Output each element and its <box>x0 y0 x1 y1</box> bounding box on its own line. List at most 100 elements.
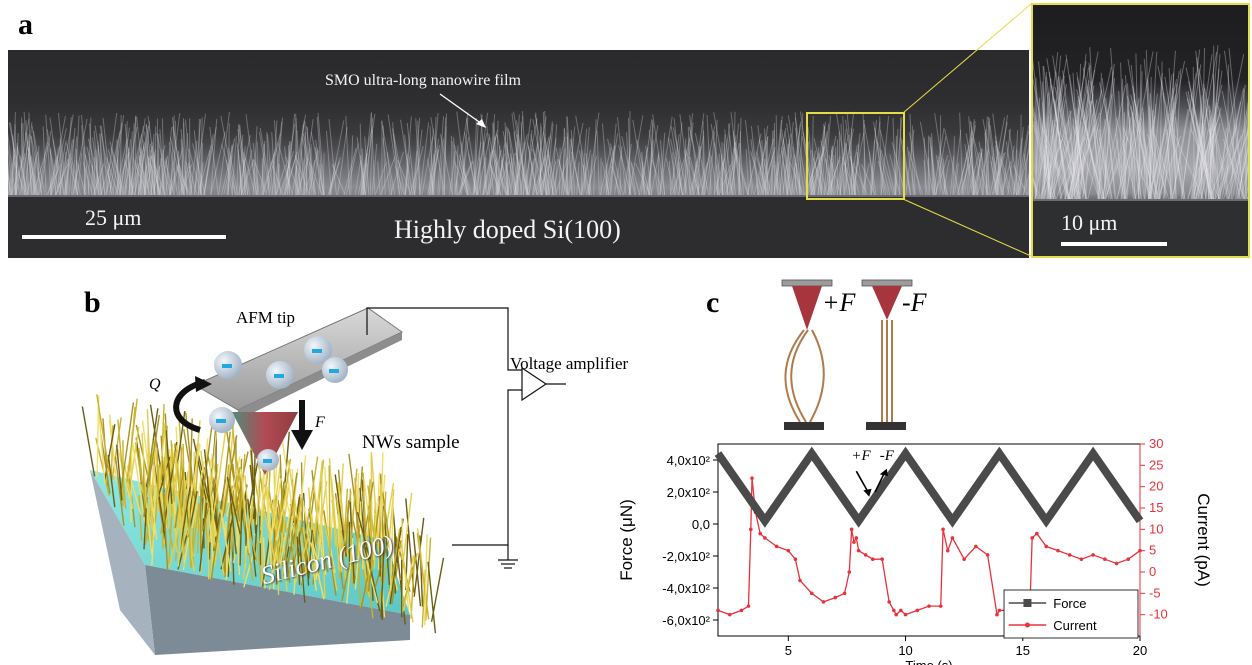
current-point <box>758 531 762 536</box>
current-point <box>1114 561 1119 566</box>
current-point <box>763 536 767 540</box>
nanowire-forest <box>81 394 445 634</box>
cantilever-left <box>781 279 833 287</box>
film-annotation: SMO ultra-long nanowire film <box>325 72 521 89</box>
x-axis-title: Time (s) <box>905 658 952 665</box>
y2-tick-label: -10 <box>1149 607 1168 622</box>
charge-bubbles <box>209 336 348 471</box>
current-point <box>863 553 868 557</box>
chart-legend: Force Current <box>1003 589 1139 639</box>
current-point <box>962 557 966 561</box>
current-point <box>727 612 732 617</box>
current-point <box>847 570 852 574</box>
annotation-plus-f: +F <box>851 448 871 464</box>
current-point <box>950 536 955 540</box>
current-point <box>746 604 751 608</box>
current-point <box>852 540 856 544</box>
scalebar-main-label: 25 μm <box>85 205 142 230</box>
current-point <box>1091 553 1095 557</box>
annotation-minus-f: -F <box>880 448 895 464</box>
x-tick-label: 20 <box>1133 643 1147 658</box>
legend-force-label: Force <box>1053 596 1086 611</box>
substrate-label: Highly doped Si(100) <box>394 215 621 244</box>
scalebar-inset-label: 10 μm <box>1061 210 1118 235</box>
current-point <box>786 548 791 553</box>
annotation-arrow <box>439 93 486 128</box>
y-axis-title: Force (μN) <box>617 499 636 581</box>
base-right <box>866 422 906 430</box>
current-point <box>899 608 903 613</box>
y2-tick-label: 30 <box>1149 436 1163 451</box>
y-tick-label: 2,0x10² <box>667 485 711 500</box>
current-point <box>849 527 854 532</box>
annotation-arrow-plus <box>855 470 869 493</box>
sem-cross-section-image: SMO ultra-long nanowire film 25 μm Highl… <box>8 50 1029 258</box>
y-tick-label: -2,0x10² <box>662 549 710 564</box>
current-point <box>927 604 931 608</box>
afm-tip-label: AFM tip <box>236 308 296 327</box>
panel-b-label: b <box>84 286 101 319</box>
circuit-wire-bottom <box>452 389 522 546</box>
y-tick-label: 4,0x10² <box>667 453 711 468</box>
current-point <box>894 612 898 617</box>
y2-tick-label: 15 <box>1149 500 1163 515</box>
current-point <box>974 544 978 549</box>
nanowire-texture <box>8 111 1029 258</box>
current-point <box>903 612 908 617</box>
circuit-wire-top <box>366 307 522 371</box>
current-point <box>821 600 826 604</box>
y2-tick-label: 5 <box>1149 543 1156 558</box>
current-point <box>1035 531 1039 536</box>
x-tick-label: 15 <box>1016 643 1030 658</box>
y-tick-label: 0,0 <box>692 517 710 532</box>
cantilever-right <box>861 279 913 287</box>
current-point <box>1044 544 1049 549</box>
x-tick-label: 5 <box>785 643 792 658</box>
annotation-arrow-minus <box>874 472 886 493</box>
afm-setup-diagram <box>81 307 566 655</box>
current-point <box>833 595 838 600</box>
current-point <box>1138 548 1142 553</box>
current-point <box>856 548 861 553</box>
panel-c-label: c <box>706 286 720 319</box>
force-series-line <box>714 446 1144 528</box>
bending-schematic <box>781 279 913 430</box>
current-point <box>887 600 891 604</box>
tip-right <box>872 286 902 320</box>
current-point <box>938 604 943 608</box>
y-tick-label: -4,0x10² <box>662 581 710 596</box>
current-point <box>809 591 814 596</box>
sem-inset-image: 10 μm <box>1031 3 1250 258</box>
nws-sample-label: NWs sample <box>362 432 460 453</box>
current-point <box>1030 536 1034 540</box>
current-point <box>1126 557 1131 561</box>
legend-current-label: Current <box>1053 618 1097 633</box>
current-point <box>995 612 999 617</box>
inset-nanowire-texture <box>1033 45 1248 256</box>
current-point <box>915 608 920 613</box>
base-left <box>784 422 824 430</box>
current-point <box>1067 553 1072 557</box>
scalebar-main <box>22 235 226 239</box>
y2-tick-label: 20 <box>1149 479 1163 494</box>
current-point <box>854 536 859 540</box>
y-tick-label: -6,0x10² <box>662 613 710 628</box>
charge-rotation-arrow <box>173 379 206 433</box>
plus-f-label: +F <box>822 288 856 317</box>
y2-tick-label: 25 <box>1149 457 1163 472</box>
current-point <box>941 527 945 532</box>
current-point <box>892 608 896 613</box>
current-point <box>945 548 950 553</box>
current-point <box>750 476 754 480</box>
afm-tip-cone <box>232 412 298 475</box>
y2-axis-title: Current (pA) <box>1194 493 1213 587</box>
zoom-region-box <box>806 112 905 200</box>
current-point <box>1079 557 1084 561</box>
current-point <box>997 608 1002 613</box>
scalebar-inset <box>1061 242 1167 246</box>
amplifier-symbol <box>521 366 548 402</box>
panel-a-label: a <box>18 8 33 41</box>
current-point <box>1056 548 1060 553</box>
tip-left <box>792 286 822 330</box>
y2-tick-label: -5 <box>1149 585 1161 600</box>
